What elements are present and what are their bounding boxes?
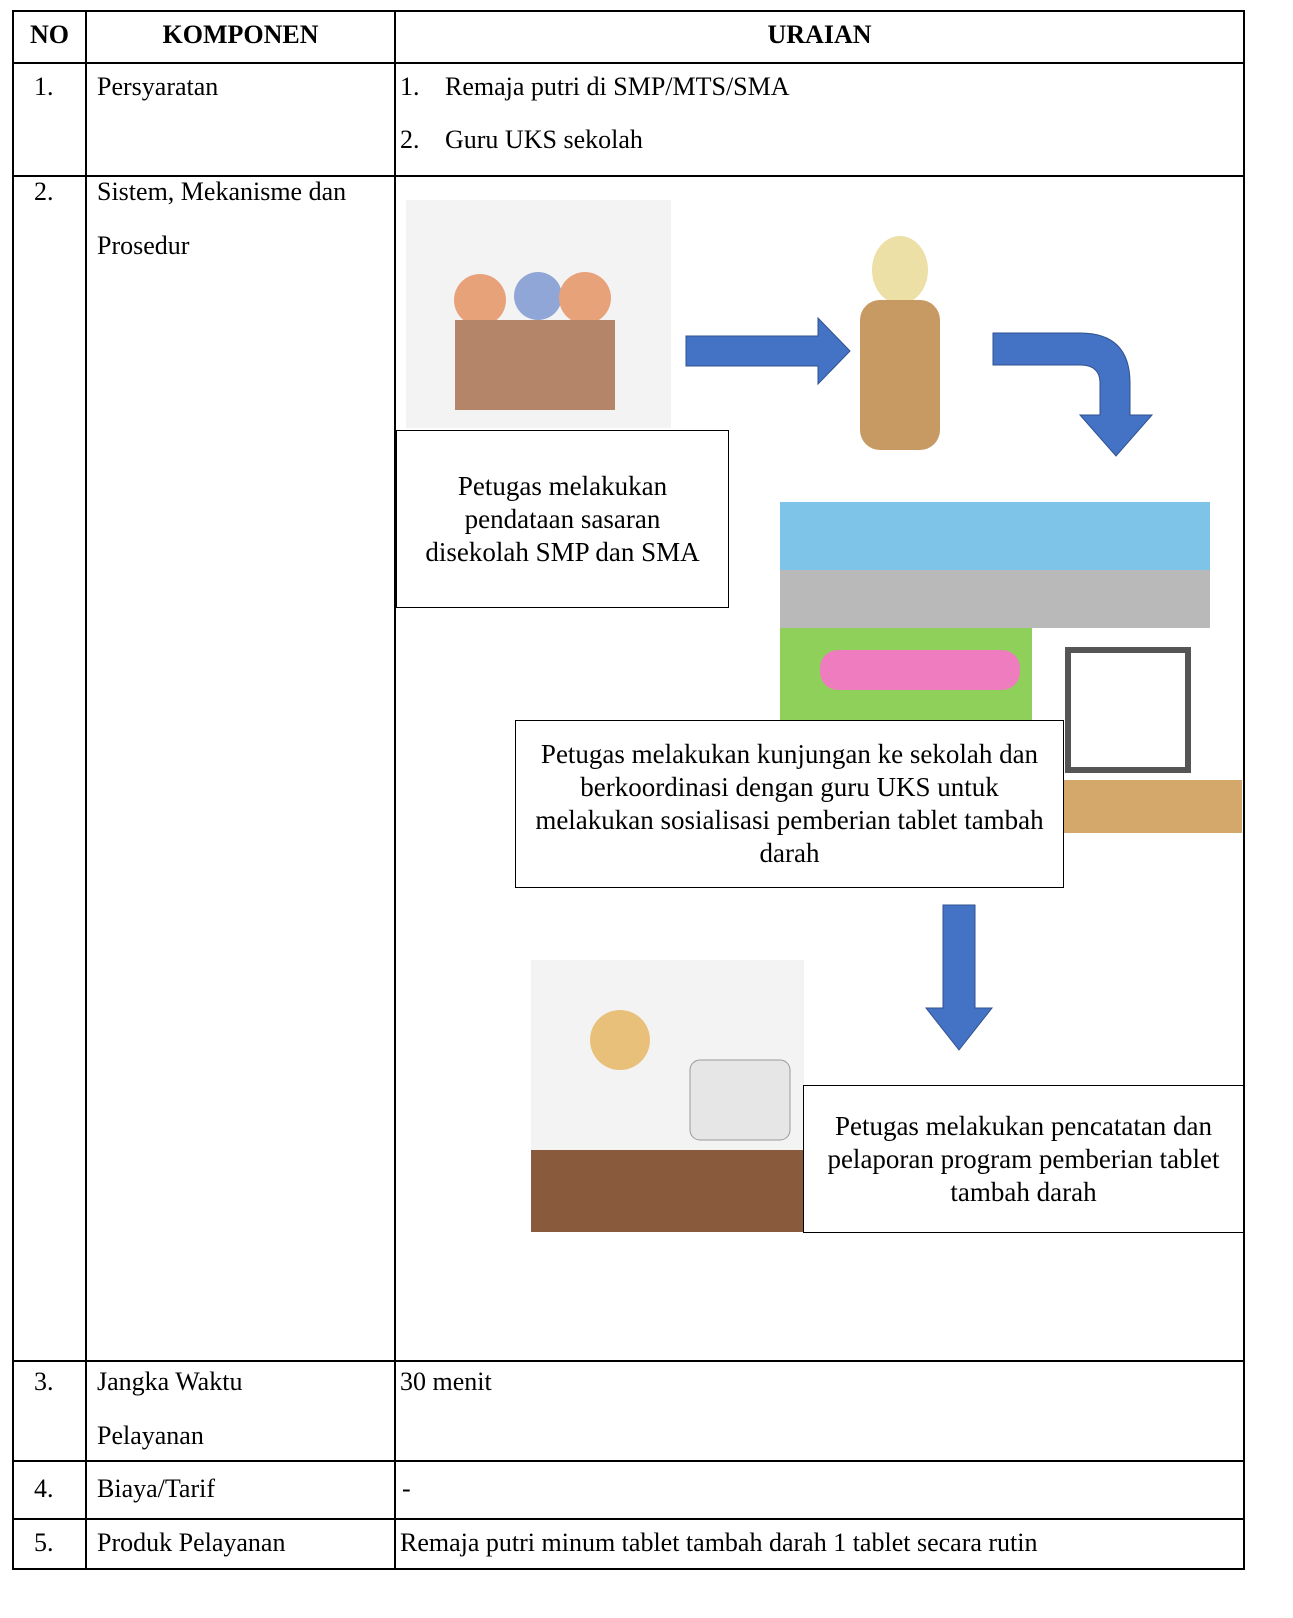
komponen: Sistem, Mekanisme dan Prosedur [97,177,347,260]
uraian: 30 menit [400,1367,492,1396]
rule [1243,10,1245,1570]
item-text: Guru UKS sekolah [445,125,643,154]
rule [394,10,396,1570]
rule [12,10,14,1570]
komponen: Persyaratan [97,72,219,101]
banner [820,650,1020,690]
step-box: Petugas melakukan pencatatan dan pelapor… [803,1085,1244,1233]
rule [12,10,1244,12]
flow-arrow [992,332,1154,457]
student-figure [454,274,506,326]
rule [12,1460,1244,1462]
row-number: 2. [34,177,54,206]
table-top [1060,780,1242,833]
row-number: 1. [34,72,54,101]
office-desk [531,1150,804,1232]
teacher-body [860,300,940,450]
rule [12,1518,1244,1520]
whiteboard [1065,647,1191,773]
komponen: Jangka Waktu Pelayanan [97,1367,243,1450]
officer-head [590,1010,650,1070]
step-box: Petugas melakukan kunjungan ke sekolah d… [515,720,1064,888]
rule [12,1568,1244,1570]
header-cell: URAIAN [767,20,872,49]
flow-arrow [685,316,851,386]
desk [455,320,615,410]
item-text: Remaja putri di SMP/MTS/SMA [445,72,790,101]
teacher-head [872,236,928,304]
header-cell: KOMPONEN [162,20,319,49]
student-figure [514,272,562,320]
flow-arrow [924,904,994,1051]
header-cell: NO [30,20,69,49]
step-box: Petugas melakukan pendataan sasaran dise… [396,430,729,608]
student-figure [559,272,611,324]
item-number: 2. [400,125,420,154]
row-number: 4. [34,1474,54,1503]
row-number: 5. [34,1528,54,1557]
rule [85,10,87,1570]
komponen: Biaya/Tarif [97,1474,216,1503]
uraian: Remaja putri minum tablet tambah darah 1… [400,1528,1038,1557]
uraian: - [402,1474,411,1503]
row-number: 3. [34,1367,54,1396]
school-building [780,570,1210,628]
item-number: 1. [400,72,420,101]
komponen: Produk Pelayanan [97,1528,286,1557]
rule [12,175,1244,177]
rule [12,62,1244,64]
laptop [689,1059,791,1141]
rule [12,1360,1244,1362]
